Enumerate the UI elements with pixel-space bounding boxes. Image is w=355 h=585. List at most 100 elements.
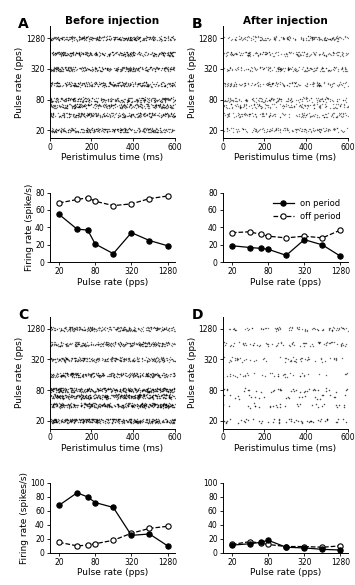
Point bbox=[320, 95, 325, 104]
Point bbox=[111, 32, 117, 42]
Point bbox=[227, 81, 233, 91]
Point bbox=[60, 340, 65, 349]
Point bbox=[70, 415, 75, 424]
Point bbox=[275, 78, 281, 88]
Point bbox=[122, 387, 128, 397]
Point bbox=[142, 417, 148, 426]
Point bbox=[76, 102, 81, 112]
Point bbox=[85, 64, 91, 74]
Point bbox=[106, 50, 112, 59]
Point bbox=[150, 111, 155, 120]
Point bbox=[118, 353, 123, 362]
Point bbox=[123, 402, 129, 412]
Point bbox=[106, 101, 112, 111]
Point bbox=[170, 112, 176, 122]
Point bbox=[152, 126, 158, 136]
Point bbox=[284, 372, 290, 381]
Point bbox=[54, 78, 60, 87]
Point bbox=[168, 108, 174, 118]
Point bbox=[135, 108, 141, 118]
Point bbox=[122, 399, 128, 408]
Point bbox=[48, 342, 54, 351]
Point bbox=[288, 323, 293, 332]
Point bbox=[83, 65, 89, 74]
Point bbox=[105, 353, 111, 362]
Point bbox=[140, 50, 145, 60]
Point bbox=[153, 101, 159, 110]
Point bbox=[294, 111, 300, 121]
Point bbox=[112, 339, 118, 348]
Point bbox=[278, 94, 284, 104]
Point bbox=[68, 49, 74, 58]
Point bbox=[340, 51, 346, 60]
Point bbox=[318, 414, 324, 424]
Point bbox=[233, 48, 238, 57]
Point bbox=[73, 340, 78, 349]
Point bbox=[126, 401, 131, 410]
Point bbox=[87, 393, 93, 402]
Point bbox=[81, 35, 87, 44]
Point bbox=[96, 63, 102, 72]
Point bbox=[111, 112, 117, 122]
Point bbox=[252, 125, 257, 134]
Point bbox=[225, 103, 230, 112]
Point bbox=[130, 391, 136, 401]
Point bbox=[138, 99, 144, 109]
Point bbox=[317, 49, 323, 58]
Point bbox=[159, 356, 164, 365]
Point bbox=[160, 400, 166, 409]
Point bbox=[338, 109, 344, 118]
Point bbox=[150, 394, 155, 403]
Point bbox=[242, 33, 247, 42]
Point bbox=[345, 123, 350, 133]
Point bbox=[64, 109, 69, 118]
Point bbox=[136, 393, 141, 402]
off period bbox=[266, 541, 270, 548]
Point bbox=[257, 63, 263, 72]
Point bbox=[164, 356, 170, 365]
Point bbox=[155, 63, 161, 73]
Point bbox=[123, 354, 129, 363]
Point bbox=[111, 372, 116, 381]
Point bbox=[146, 387, 151, 397]
Point bbox=[58, 416, 64, 425]
Point bbox=[163, 97, 168, 106]
Point bbox=[120, 353, 125, 362]
Point bbox=[53, 393, 59, 402]
Point bbox=[264, 48, 270, 57]
Point bbox=[279, 102, 284, 111]
Point bbox=[220, 80, 226, 90]
Point bbox=[87, 391, 93, 400]
Point bbox=[80, 63, 85, 72]
Point bbox=[286, 66, 291, 75]
Point bbox=[233, 66, 239, 75]
Point bbox=[127, 323, 133, 332]
Point bbox=[143, 369, 149, 378]
Point bbox=[342, 391, 348, 400]
Point bbox=[80, 387, 85, 396]
Point bbox=[130, 338, 136, 347]
Point bbox=[152, 384, 158, 393]
Point bbox=[282, 372, 288, 381]
Point bbox=[169, 394, 174, 403]
Point bbox=[241, 124, 246, 133]
Point bbox=[125, 384, 131, 394]
Point bbox=[83, 125, 89, 135]
Point bbox=[166, 326, 171, 336]
Point bbox=[330, 47, 335, 57]
Point bbox=[245, 32, 251, 41]
Point bbox=[144, 94, 150, 103]
Point bbox=[112, 417, 118, 426]
Point bbox=[302, 326, 308, 335]
Point bbox=[54, 391, 60, 400]
off period bbox=[338, 542, 343, 549]
Point bbox=[106, 403, 112, 412]
Point bbox=[83, 356, 88, 366]
Point bbox=[51, 399, 57, 408]
Point bbox=[165, 63, 171, 72]
Point bbox=[169, 400, 175, 410]
Point bbox=[112, 338, 118, 347]
Point bbox=[288, 93, 294, 102]
Point bbox=[98, 101, 103, 110]
Point bbox=[294, 50, 299, 60]
